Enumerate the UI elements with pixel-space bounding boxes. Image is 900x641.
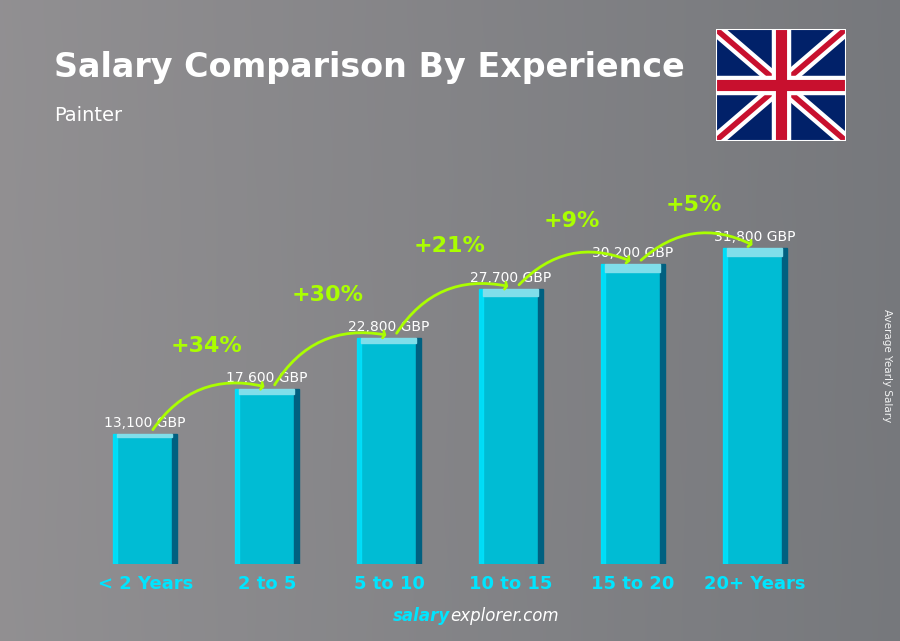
Text: +9%: +9%	[544, 212, 600, 231]
Text: +34%: +34%	[170, 337, 242, 356]
Bar	[357, 338, 361, 564]
Bar	[113, 434, 177, 564]
Bar	[113, 434, 117, 564]
Text: 31,800 GBP: 31,800 GBP	[714, 230, 796, 244]
Bar	[482, 289, 538, 296]
Bar	[173, 434, 177, 564]
Bar	[294, 389, 299, 564]
Bar	[236, 389, 238, 564]
Bar	[605, 264, 661, 272]
Bar	[601, 264, 605, 564]
Bar	[538, 289, 543, 564]
Text: 22,800 GBP: 22,800 GBP	[348, 320, 429, 333]
Text: +21%: +21%	[414, 236, 486, 256]
Bar	[661, 264, 664, 564]
Text: Average Yearly Salary: Average Yearly Salary	[881, 309, 892, 422]
Text: Salary Comparison By Experience: Salary Comparison By Experience	[54, 51, 685, 84]
Bar	[357, 338, 420, 564]
Bar	[361, 338, 417, 343]
Bar	[723, 248, 787, 564]
Text: explorer.com: explorer.com	[450, 607, 559, 625]
Text: Painter: Painter	[54, 106, 122, 125]
Text: salary: salary	[392, 607, 450, 625]
Text: +5%: +5%	[666, 196, 722, 215]
Bar	[723, 248, 726, 564]
Bar	[782, 248, 787, 564]
Bar	[726, 248, 782, 256]
Text: 17,600 GBP: 17,600 GBP	[226, 371, 308, 385]
Bar	[236, 389, 299, 564]
Text: 13,100 GBP: 13,100 GBP	[104, 416, 186, 430]
Text: 30,200 GBP: 30,200 GBP	[592, 246, 673, 260]
Bar	[601, 264, 664, 564]
Bar	[417, 338, 420, 564]
Text: +30%: +30%	[292, 285, 364, 305]
Bar	[117, 434, 173, 437]
Bar	[480, 289, 543, 564]
Bar	[238, 389, 294, 394]
Text: 27,700 GBP: 27,700 GBP	[471, 271, 552, 285]
Bar	[480, 289, 482, 564]
